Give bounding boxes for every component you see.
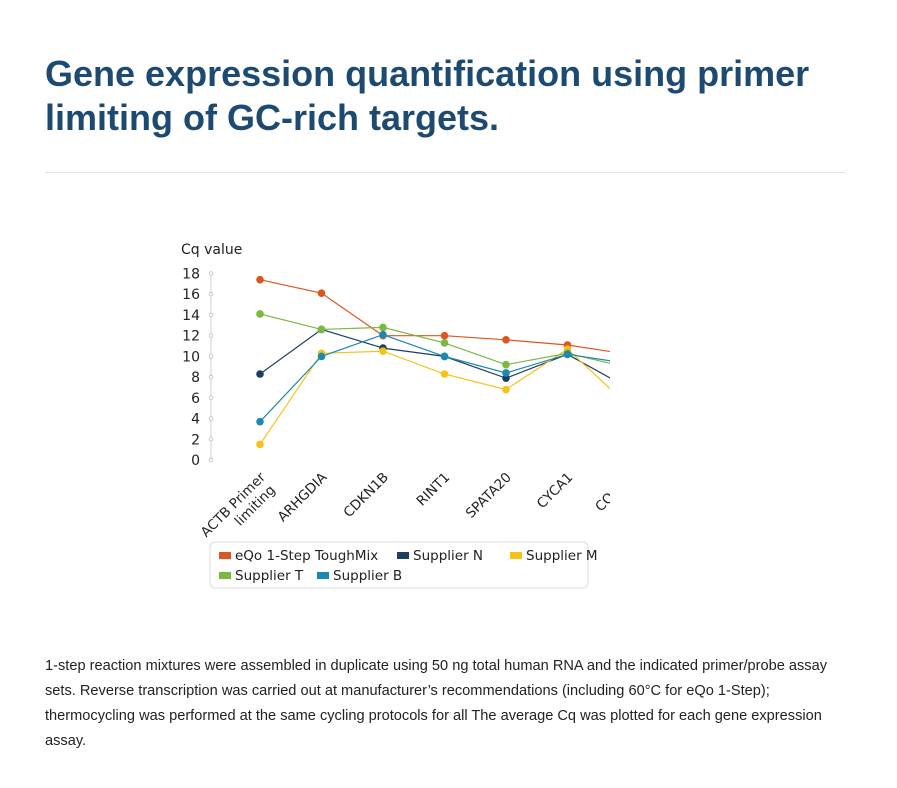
data-point [440,370,449,378]
legend-swatch [397,552,409,559]
y-axis-label: Cq value [181,242,242,258]
y-tick-label: 10 [182,349,200,365]
y-tick-mark [208,416,214,421]
x-tick-label: CDKN1B [340,470,391,521]
data-point [502,385,510,394]
data-point [317,352,326,361]
figure-caption: 1-step reaction mixtures were assembled … [45,658,828,749]
y-tick-mark [208,354,214,359]
x-tick-label: RINT1 [414,470,454,510]
y-tick-label: 16 [182,287,200,303]
data-point [256,370,264,378]
data-point [502,336,510,344]
y-tick-label: 14 [182,308,200,324]
data-point [440,331,449,340]
x-tick-label: SPATA20 [463,470,515,522]
legend-swatch [219,552,231,559]
series-line [259,279,610,353]
data-point [317,325,326,334]
y-tick-label: 6 [191,391,200,407]
data-point [256,417,264,426]
y-tick-label: 2 [191,432,200,448]
y-tick-mark [208,395,214,401]
series-lines [259,279,610,445]
y-tick-mark [208,312,214,318]
page-title: Gene expression quantification using pri… [45,53,810,138]
x-tick-label: CYCA1 [534,470,576,512]
x-tick-label: ACTB Primerlimiting [198,469,281,552]
legend-label: eQo 1-Step ToughMix [235,548,378,564]
y-tick-label: 4 [191,412,200,428]
cq-line-chart: Cq value 0 2 4 6 8 10 12 14 16 18 ACTB Primerlimi… [181,242,610,589]
y-tick-label: 8 [191,370,200,386]
legend-swatch [219,572,231,579]
y-tick-label: 0 [191,453,200,469]
data-point [379,347,387,356]
y-tick-mark [208,292,214,297]
legend-label: Supplier T [235,568,304,584]
series-line [259,313,610,366]
data-point [256,310,264,318]
title-divider [45,172,845,173]
data-point [256,275,264,284]
data-point [379,330,387,339]
data-point [502,360,510,369]
series-line [259,328,610,379]
x-tick-label: COQ8A [592,469,610,515]
series-points [256,275,572,449]
legend-label: Supplier M [526,548,598,564]
y-tick-mark [208,333,214,338]
y-tick-label: 12 [182,329,200,345]
y-tick-mark [208,437,214,442]
y-tick-mark [208,457,214,463]
x-tick-label: ARHGDIA [275,469,331,525]
data-point [502,369,510,377]
y-tick-mark [208,271,214,276]
legend-swatch [317,572,329,579]
data-point [440,339,449,347]
legend-label: Supplier N [413,548,483,564]
y-tick-label: 18 [182,267,200,283]
series-line [259,348,610,445]
data-point [563,350,572,359]
data-point [379,323,387,332]
legend-swatch [510,552,522,559]
data-point [440,352,449,361]
data-point [256,440,264,449]
series-line [259,333,610,423]
y-tick-mark [208,374,214,380]
legend-label: Supplier B [333,568,402,584]
legend-box [209,541,589,589]
legend: eQo 1-Step ToughMix Supplier N Supplier M S… [209,541,598,589]
data-point [317,289,326,297]
y-axis: 0 2 4 6 8 10 12 14 16 18 [182,267,214,469]
